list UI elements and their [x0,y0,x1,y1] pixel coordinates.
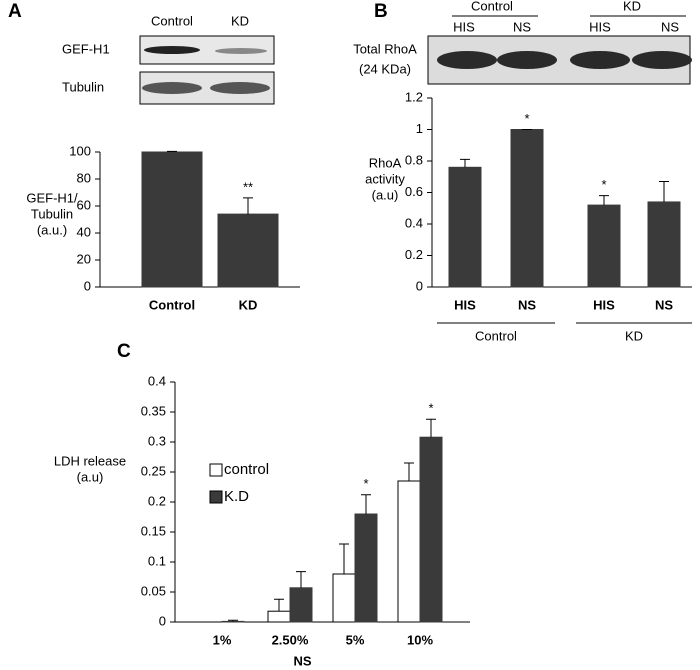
lane-label: NS [513,19,531,34]
y-tick-label: 80 [77,170,91,185]
error-bar [228,619,238,622]
y-axis-label: GEF-H1/ [26,190,78,205]
blot-row-label: Total RhoA [353,41,417,56]
significance-label: ** [243,179,253,194]
y-tick-label: 0.25 [141,463,166,478]
error-bar [339,543,349,574]
error-bar [361,494,371,514]
y-tick-label: 20 [77,251,91,266]
y-tick-label: 0.35 [141,403,166,418]
bar [587,204,621,288]
legend-swatch [209,463,223,477]
y-tick-label: 0.15 [141,523,166,538]
y-tick-label: 0.3 [148,433,166,448]
y-axis-label: (a.u) [372,187,399,202]
lane-group-label: KD [623,0,641,13]
error-bar [460,158,470,168]
error-bar [274,598,284,612]
lane-label: HIS [589,19,611,34]
y-axis-label: (a.u.) [37,222,67,237]
bar [221,620,245,623]
y-axis-label: RhoA [369,155,402,170]
blot-row-label: Tubulin [62,79,104,94]
y-tick-label: 0 [159,613,166,628]
x-axis-label: NS [293,653,311,668]
y-tick-label: 0.05 [141,583,166,598]
lane-label: HIS [453,19,475,34]
bar [419,436,443,623]
y-tick-label: 0.4 [148,373,166,388]
bar [647,201,681,288]
error-bar [426,418,436,438]
x-tick-label: NS [518,297,536,312]
x-tick-label: KD [239,297,258,312]
bar [141,151,203,288]
x-tick-label: 5% [346,632,365,647]
blot [427,35,692,85]
y-axis-label: (a.u) [77,469,104,484]
bar [354,513,378,623]
bar [267,610,291,623]
x-tick-label: HIS [454,297,476,312]
panel-label: C [117,341,131,362]
significance-label: * [524,111,529,126]
group-label: Control [475,328,517,343]
error-bar [404,462,414,481]
y-axis-label: Tubulin [31,206,73,221]
significance-label: * [428,401,433,416]
significance-label: * [363,476,368,491]
panel-label: B [374,1,388,22]
x-tick-label: HIS [593,297,615,312]
legend-swatch [209,490,223,504]
y-axis-label: LDH release [54,453,126,468]
bar [510,129,544,288]
lane-label: NS [661,19,679,34]
x-tick-label: Control [149,297,195,312]
y-tick-label: 0.2 [148,493,166,508]
bar [448,166,482,288]
bar [289,587,313,623]
blot-row-label: (24 KDa) [359,61,411,76]
bar [397,480,421,623]
y-tick-label: 40 [77,224,91,239]
panel-label: A [8,1,22,22]
y-tick-label: 0 [416,278,423,293]
error-bar [599,195,609,206]
y-tick-label: 1.2 [405,89,423,104]
y-tick-label: 100 [69,143,91,158]
lane-label: KD [231,13,249,28]
x-tick-label: NS [655,297,673,312]
legend-label: control [224,461,269,478]
group-label: KD [625,328,643,343]
lane-group-label: Control [471,0,513,13]
y-tick-label: 0.4 [405,215,423,230]
bar [332,573,356,623]
error-bar [243,197,253,215]
bar [217,213,279,288]
y-tick-label: 1 [416,121,423,136]
significance-label: * [601,177,606,192]
x-tick-label: 2.50% [272,632,309,647]
blot [139,35,275,105]
x-tick-label: 1% [213,632,232,647]
error-bar [167,150,177,152]
y-tick-label: 0.1 [148,553,166,568]
error-bar [296,571,306,588]
y-axis-label: activity [365,171,405,186]
lane-label: Control [151,13,193,28]
y-tick-label: 0.8 [405,152,423,167]
legend-label: K.D [224,488,249,505]
y-tick-label: 60 [77,197,91,212]
error-bar [659,180,669,202]
y-tick-label: 0.2 [405,247,423,262]
y-tick-label: 0.6 [405,184,423,199]
x-tick-label: 10% [407,632,433,647]
blot-row-label: GEF-H1 [62,41,110,56]
y-tick-label: 0 [84,278,91,293]
